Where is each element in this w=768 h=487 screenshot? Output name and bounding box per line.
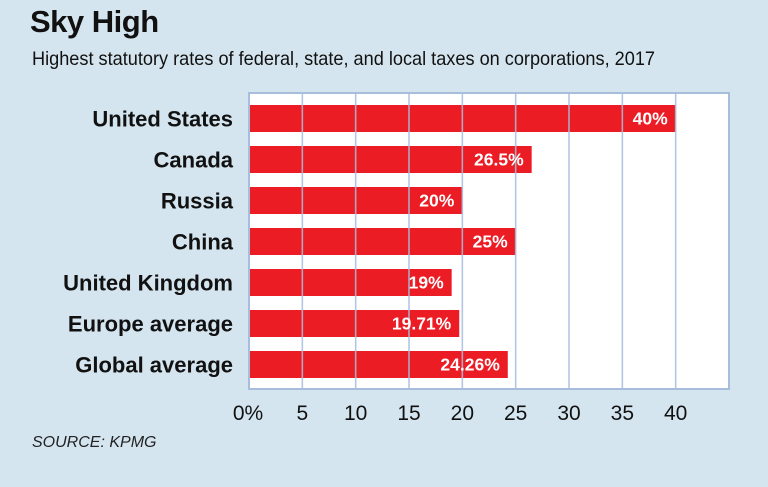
x-tick-label: 35 [611,402,634,425]
data-label: 40% [633,109,668,129]
source-note: SOURCE: KPMG [32,434,157,451]
bar [249,269,452,296]
x-tick-label: 20 [451,402,474,425]
data-label: 24.26% [440,355,500,375]
bar [249,310,460,337]
x-tick-label: 10 [344,402,367,425]
category-label: Global average [75,353,233,378]
chart-subtitle: Highest statutory rates of federal, stat… [32,48,655,70]
chart-title: Sky High [30,4,159,39]
category-label: China [172,230,234,255]
x-tick-label: 5 [296,402,308,425]
x-tick-label: 30 [557,402,580,425]
x-tick-label: 40 [664,402,687,425]
bar [249,228,516,255]
category-label: United States [92,107,233,132]
category-label: Canada [154,148,234,173]
bar [249,146,532,173]
bar [249,351,508,378]
category-label: Europe average [68,312,233,337]
x-tick-label: 15 [397,402,420,425]
data-label: 26.5% [474,150,524,170]
data-label: 19.71% [392,314,452,334]
x-tick-label: 0% [233,402,263,425]
category-label: United Kingdom [63,271,233,296]
data-label: 19% [409,273,444,293]
data-label: 25% [473,232,508,252]
x-tick-label: 25 [504,402,527,425]
category-label: Russia [161,189,234,214]
plot-border [248,92,730,390]
data-label: 20% [419,191,454,211]
